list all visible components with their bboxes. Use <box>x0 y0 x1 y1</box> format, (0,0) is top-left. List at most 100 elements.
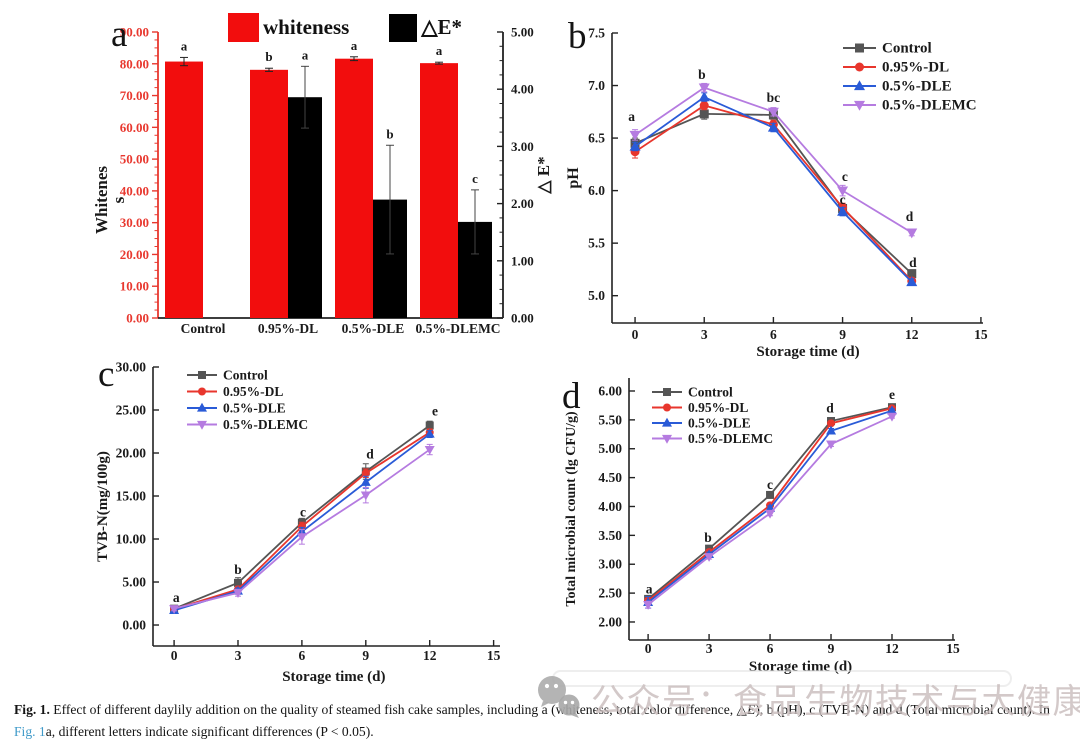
series-0.5%-DLEMC <box>629 82 918 239</box>
svg-text:e: e <box>432 404 438 419</box>
svg-text:12: 12 <box>885 641 899 656</box>
series-0.5%-DLEMC <box>169 443 435 614</box>
svg-text:20.00: 20.00 <box>120 247 149 262</box>
svg-text:a: a <box>351 38 358 53</box>
svg-text:0.95%-DL: 0.95%-DL <box>882 60 949 76</box>
chart-panel-d: d 2.00 2.50 3.00 3.50 4.00 4.50 5.00 5.50 6.00 0 3… <box>555 358 1080 703</box>
svg-text:50.00: 50.00 <box>120 152 149 167</box>
svg-text:5.00: 5.00 <box>511 25 534 40</box>
svg-text:a: a <box>646 582 653 597</box>
svg-text:0.00: 0.00 <box>511 311 534 326</box>
svg-text:Storage time (d): Storage time (d) <box>282 669 385 685</box>
line-chart-microbial: 2.00 2.50 3.00 3.50 4.00 4.50 5.00 5.50 6.00 0 3 6 9… <box>564 378 960 675</box>
svg-text:Control: Control <box>181 321 226 336</box>
legend-swatch-deltaE <box>389 13 418 42</box>
svg-text:0: 0 <box>645 641 652 656</box>
svg-text:2.00: 2.00 <box>511 196 534 211</box>
svg-text:Control: Control <box>688 385 733 400</box>
significance-letters: a b bc cc d d <box>628 67 917 270</box>
svg-text:5.00: 5.00 <box>122 575 146 590</box>
series-Control <box>630 108 917 279</box>
caption-text: Effect of different daylily addition on … <box>14 702 1050 739</box>
legend-label-deltaE: △E* <box>421 15 463 39</box>
svg-text:Control: Control <box>882 41 932 57</box>
svg-text:0: 0 <box>171 648 178 663</box>
svg-text:4.00: 4.00 <box>511 82 534 97</box>
svg-text:d: d <box>906 209 914 224</box>
chart-panel-a: a 0.00 10.00 20.00 30.00 40.00 50.00 60.00 70.0… <box>85 10 565 355</box>
svg-text:6.0: 6.0 <box>588 183 605 198</box>
svg-text:25.00: 25.00 <box>116 403 147 418</box>
figure-caption: Fig. 1. Effect of different daylily addi… <box>14 699 1069 743</box>
svg-text:15: 15 <box>974 327 988 342</box>
svg-text:e: e <box>889 387 895 402</box>
svg-text:a: a <box>302 47 309 62</box>
caption-figure-link[interactable]: Fig. 1 <box>14 724 46 740</box>
svg-text:30.00: 30.00 <box>116 360 147 375</box>
svg-text:10.00: 10.00 <box>120 279 149 294</box>
svg-text:4.00: 4.00 <box>598 499 622 514</box>
svg-text:60.00: 60.00 <box>120 120 149 135</box>
panel-letter-b: b <box>568 16 587 57</box>
caption-segment: ), b (pH), c (TVB-N) and d (Total microb… <box>755 702 1050 717</box>
axes <box>152 366 500 647</box>
panel-letter-d: d <box>562 376 581 417</box>
svg-text:3.00: 3.00 <box>511 139 534 154</box>
caption-segment: △ <box>736 702 747 717</box>
svg-text:b: b <box>265 49 272 64</box>
caption-label: Fig. 1. <box>14 702 50 717</box>
svg-text:b: b <box>698 67 706 82</box>
svg-text:a: a <box>436 43 443 58</box>
svg-text:d: d <box>366 447 374 462</box>
svg-text:2.50: 2.50 <box>598 586 622 601</box>
svg-text:30.00: 30.00 <box>120 215 149 230</box>
svg-text:0.5%-DLEMC: 0.5%-DLEMC <box>223 417 308 432</box>
svg-text:3: 3 <box>701 327 708 342</box>
svg-text:6: 6 <box>299 648 306 663</box>
line-chart-tvbn: 0.00 5.00 10.00 15.00 20.00 25.00 30.00 0 3 6 9 12 1… <box>95 360 501 686</box>
svg-text:b: b <box>704 530 712 545</box>
svg-text:5.00: 5.00 <box>598 441 622 456</box>
svg-text:15.00: 15.00 <box>116 489 147 504</box>
svg-text:0.5%-DLEMC: 0.5%-DLEMC <box>882 98 977 114</box>
svg-text:c: c <box>767 477 773 492</box>
svg-text:6.00: 6.00 <box>598 383 622 398</box>
svg-text:4.50: 4.50 <box>598 470 622 485</box>
svg-text:d: d <box>826 400 834 415</box>
svg-text:0.00: 0.00 <box>122 618 146 633</box>
svg-text:7.5: 7.5 <box>588 26 605 41</box>
svg-text:0.5%-DLEMC: 0.5%-DLEMC <box>415 321 500 336</box>
svg-text:c: c <box>840 192 846 207</box>
svg-text:9: 9 <box>362 648 369 663</box>
svg-text:6: 6 <box>770 327 777 342</box>
series-0.5%-DLE <box>629 91 918 287</box>
svg-text:15: 15 <box>487 648 501 663</box>
svg-text:b: b <box>386 126 393 141</box>
svg-text:5.5: 5.5 <box>588 236 605 251</box>
svg-text:5.50: 5.50 <box>598 412 622 427</box>
svg-text:40.00: 40.00 <box>120 183 149 198</box>
scan-artifact-box <box>552 670 1012 687</box>
panel-letter-a: a <box>111 14 128 55</box>
svg-text:a: a <box>173 590 180 605</box>
svg-text:bc: bc <box>767 90 781 105</box>
svg-text:3.00: 3.00 <box>598 557 622 572</box>
svg-text:TVB-N(mg/100g): TVB-N(mg/100g) <box>95 451 111 562</box>
svg-text:a: a <box>628 109 635 124</box>
svg-text:6.5: 6.5 <box>588 131 605 146</box>
svg-text:80.00: 80.00 <box>120 56 149 71</box>
svg-text:70.00: 70.00 <box>120 88 149 103</box>
chart-panel-b: b 5.0 5.5 6.0 6.5 7.0 7.5 0 3 6 9 12 15 Storage time… <box>560 10 1075 362</box>
svg-text:9: 9 <box>839 327 846 342</box>
svg-text:b: b <box>234 562 242 577</box>
svg-text:0.00: 0.00 <box>126 311 149 326</box>
svg-text:d: d <box>909 255 917 270</box>
svg-text:20.00: 20.00 <box>116 446 147 461</box>
svg-text:c: c <box>842 169 848 184</box>
svg-text:0.5%-DLE: 0.5%-DLE <box>688 416 751 431</box>
svg-text:5.0: 5.0 <box>588 288 605 303</box>
svg-text:Control: Control <box>223 368 268 383</box>
svg-text:0.5%-DLEMC: 0.5%-DLEMC <box>688 431 773 446</box>
svg-text:6: 6 <box>767 641 774 656</box>
svg-text:0: 0 <box>632 327 639 342</box>
